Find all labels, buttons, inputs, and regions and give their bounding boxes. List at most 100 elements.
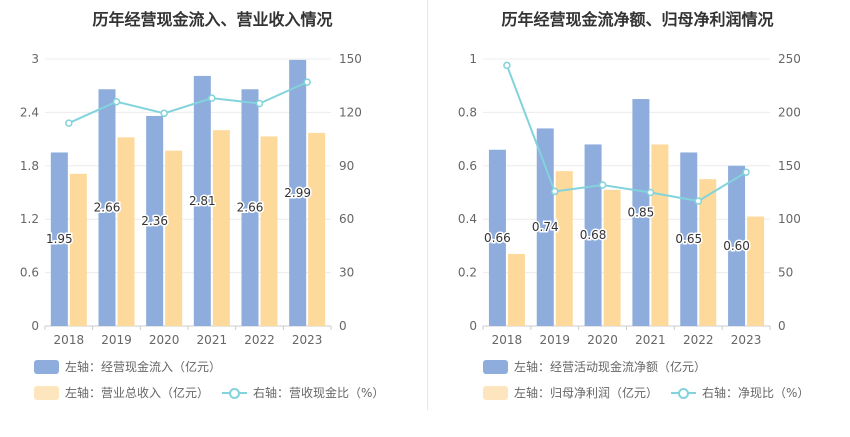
legend-item-line[interactable]: 右轴：净现比（%） — [671, 384, 809, 401]
legend-label: 右轴：营收现金比（%） — [253, 386, 385, 400]
legend-swatch-bar1 — [483, 359, 508, 374]
line-point — [503, 61, 511, 70]
bar-series2 — [165, 150, 183, 326]
data-label: 1.95 — [46, 232, 73, 246]
x-tick-label: 2018 — [54, 333, 85, 347]
bar-series1 — [584, 144, 602, 326]
y-tick-left: 0.2 — [458, 266, 477, 280]
legend-swatch-bar2 — [483, 385, 508, 400]
y-tick-right: 60 — [339, 212, 354, 226]
line-point — [551, 187, 559, 196]
y-tick-right: 0 — [778, 319, 786, 333]
legend-swatch-bar1 — [34, 359, 59, 374]
x-tick-label: 2020 — [149, 333, 180, 347]
bar-series1 — [728, 165, 746, 326]
y-tick-left: 0.8 — [458, 105, 477, 119]
y-tick-left: 1.8 — [20, 159, 39, 173]
legend-label: 左轴：归母净利润（亿元） — [514, 386, 659, 400]
bar-series2 — [308, 132, 326, 326]
legend-item-line[interactable]: 右轴：营收现金比（%） — [222, 384, 384, 401]
bar-series2 — [507, 253, 525, 326]
y-tick-right: 250 — [778, 52, 801, 66]
bar-series2 — [69, 173, 87, 326]
legend-label: 左轴：经营现金流入（亿元） — [65, 360, 222, 374]
x-tick-label: 2022 — [683, 333, 714, 347]
x-tick-label: 2023 — [292, 333, 323, 347]
bar-series2 — [747, 216, 765, 326]
x-tick-label: 2018 — [492, 333, 523, 347]
chart-panel-left: 历年经营现金流入、营业收入情况 0 0 0.6 30 1.2 60 1.8 90 2.4 120 3… — [20, 10, 385, 401]
x-tick-label: 2021 — [197, 333, 228, 347]
bar-series2 — [651, 144, 669, 326]
bar-series1 — [98, 89, 116, 326]
bar-series1 — [146, 115, 164, 327]
x-tick-label: 2019 — [539, 333, 570, 347]
y-tick-right: 150 — [339, 52, 362, 66]
x-tick-label: 2021 — [635, 333, 666, 347]
y-tick-right: 0 — [339, 319, 347, 333]
line-point — [112, 97, 121, 106]
data-label: 0.60 — [723, 239, 750, 253]
y-tick-left: 0.4 — [458, 212, 477, 226]
data-label: 2.81 — [189, 194, 216, 208]
legend-item-bar2[interactable]: 左轴：营业总收入（亿元） — [34, 384, 209, 401]
y-tick-right: 90 — [339, 159, 354, 173]
chart-plot-area: 0 0 0.6 30 1.2 60 1.8 90 2.4 120 3 150 2018 2019 2020 2… — [20, 52, 362, 347]
legend-item-bar1[interactable]: 左轴：经营活动现金流净额（亿元） — [483, 358, 706, 375]
line-point — [303, 78, 311, 86]
data-label: 2.99 — [284, 186, 311, 200]
line-point — [742, 168, 750, 176]
legend-label: 左轴：经营活动现金流净额（亿元） — [514, 360, 707, 374]
data-label: 0.85 — [628, 206, 655, 220]
chart-plot-area: 0 0 0.2 50 0.4 100 0.6 150 0.8 200 1 250 2018 2019 202… — [458, 52, 801, 347]
data-label: 0.74 — [532, 220, 559, 234]
bar-series1 — [680, 152, 698, 326]
bar-series2 — [555, 171, 573, 326]
legend-swatch-bar2 — [34, 385, 59, 400]
y-tick-right: 50 — [778, 266, 793, 280]
bar-series1 — [488, 149, 506, 326]
y-tick-left: 2.4 — [20, 105, 39, 119]
data-label: 0.65 — [675, 232, 702, 246]
x-tick-label: 2019 — [101, 333, 132, 347]
y-tick-left: 0 — [469, 319, 477, 333]
bar-series1 — [632, 99, 650, 326]
bar-series1 — [241, 89, 259, 326]
y-tick-left: 3 — [31, 52, 39, 66]
legend-item-bar1[interactable]: 左轴：经营现金流入（亿元） — [34, 358, 221, 375]
x-tick-label: 2023 — [731, 333, 762, 347]
x-tick-label: 2022 — [244, 333, 275, 347]
line-point — [694, 197, 702, 205]
legend-swatch-line — [671, 386, 696, 400]
bar-series2 — [212, 130, 230, 326]
data-label: 2.66 — [237, 201, 264, 215]
y-tick-left: 0.6 — [458, 159, 477, 173]
line-point — [646, 188, 655, 197]
line-point — [160, 109, 168, 118]
y-tick-right: 30 — [339, 266, 354, 280]
bar-series2 — [117, 137, 135, 326]
y-tick-left: 1 — [469, 52, 477, 66]
data-label: 2.66 — [94, 201, 121, 215]
bar-series1 — [289, 59, 307, 326]
y-tick-left: 0.6 — [20, 266, 39, 280]
line-series — [68, 81, 308, 124]
line-point — [598, 181, 607, 189]
line-point — [255, 99, 264, 108]
legend-label: 左轴：营业总收入（亿元） — [65, 386, 210, 400]
x-tick-label: 2020 — [587, 333, 618, 347]
bar-series2 — [699, 179, 717, 326]
data-label: 0.68 — [580, 228, 607, 242]
chart-title: 历年经营现金流入、营业收入情况 — [92, 10, 333, 29]
legend-item-bar2[interactable]: 左轴：归母净利润（亿元） — [483, 384, 658, 401]
legend-label: 右轴：净现比（%） — [702, 386, 810, 400]
bar-series1 — [50, 152, 68, 326]
y-tick-right: 120 — [339, 105, 362, 119]
line-series — [505, 65, 747, 203]
bar-series1 — [193, 75, 211, 326]
y-tick-right: 150 — [778, 159, 801, 173]
line-point — [208, 94, 216, 102]
line-point — [65, 119, 73, 127]
bar-series2 — [603, 189, 621, 326]
panel-divider — [427, 0, 428, 410]
